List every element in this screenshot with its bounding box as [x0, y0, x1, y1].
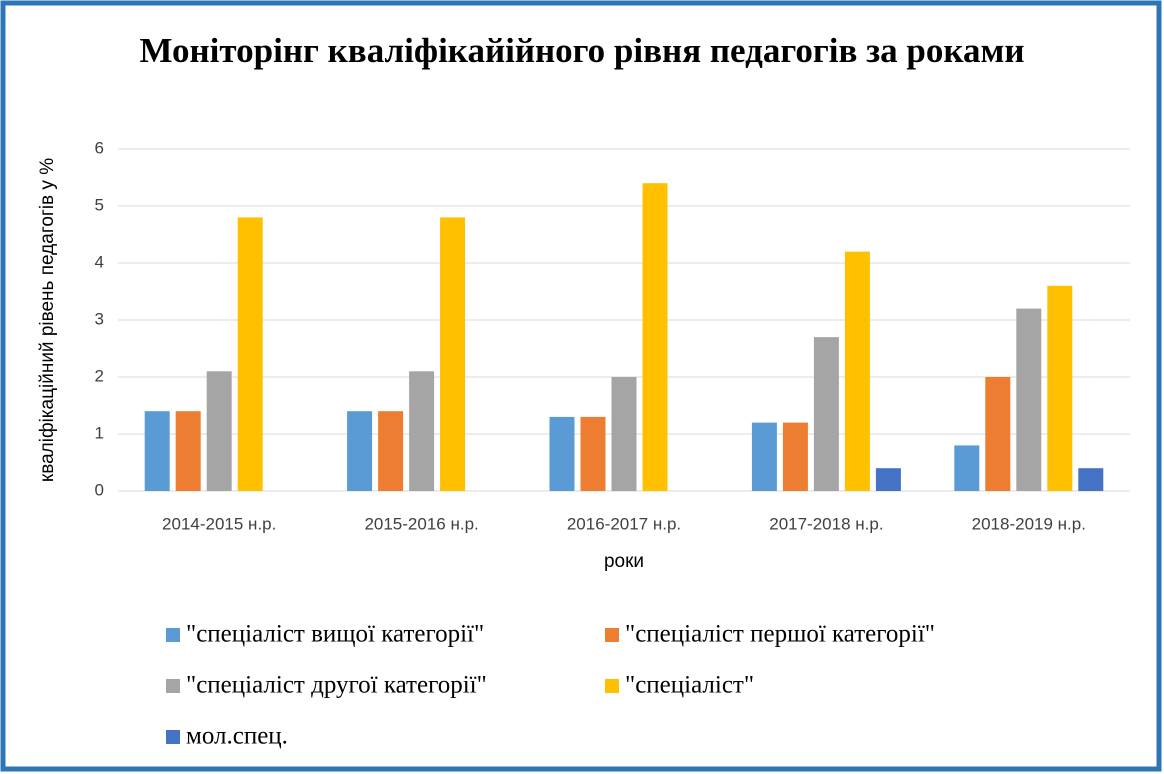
- bar: [1078, 468, 1104, 491]
- y-tick-label: 0: [95, 480, 104, 499]
- legend-label: "спеціаліст першої категорії": [625, 621, 935, 648]
- bar: [844, 251, 870, 491]
- bar: [954, 445, 980, 491]
- legend-label: "спеціаліст вищої категорії": [186, 621, 484, 648]
- y-tick-label: 2: [95, 366, 104, 385]
- legend-label: "спеціаліст другої категорії": [186, 672, 487, 699]
- bar: [813, 337, 839, 491]
- bar: [549, 416, 575, 491]
- legend-swatch: [166, 628, 180, 642]
- y-axis-label: кваліфікаційний рівень педагогів у %: [37, 158, 58, 482]
- bar: [875, 468, 901, 491]
- bar: [409, 371, 435, 491]
- bar: [580, 416, 606, 491]
- x-tick-label: 2017-2018 н.р.: [769, 514, 883, 533]
- bar: [347, 411, 373, 491]
- legend-swatch: [166, 730, 180, 744]
- x-tick-label: 2018-2019 н.р.: [972, 514, 1086, 533]
- bar: [144, 411, 170, 491]
- bar: [782, 422, 808, 491]
- x-axis-label: роки: [604, 551, 644, 572]
- bar: [378, 411, 404, 491]
- bar: [751, 422, 777, 491]
- bar: [440, 217, 466, 491]
- x-tick-label: 2015-2016 н.р.: [364, 514, 478, 533]
- bar: [611, 377, 637, 491]
- y-tick-label: 6: [95, 138, 104, 157]
- y-tick-label: 3: [95, 309, 104, 328]
- bar: [985, 377, 1011, 491]
- bar: [1016, 308, 1042, 491]
- y-tick-label: 1: [95, 423, 104, 442]
- legend-label: мол.спец.: [186, 723, 288, 750]
- bar: [1047, 285, 1073, 491]
- legend-label: "спеціаліст": [625, 672, 754, 699]
- legend-swatch: [605, 679, 619, 693]
- legend-swatch: [605, 628, 619, 642]
- bar: [642, 183, 668, 491]
- chart-title: Моніторінг кваліфікайійного рівня педаго…: [139, 31, 1025, 70]
- bar: [206, 371, 232, 491]
- x-tick-label: 2014-2015 н.р.: [162, 514, 276, 533]
- y-tick-label: 5: [95, 195, 104, 214]
- bar: [237, 217, 263, 491]
- legend-swatch: [166, 679, 180, 693]
- y-tick-label: 4: [95, 252, 104, 271]
- bar: [175, 411, 201, 491]
- x-tick-label: 2016-2017 н.р.: [567, 514, 681, 533]
